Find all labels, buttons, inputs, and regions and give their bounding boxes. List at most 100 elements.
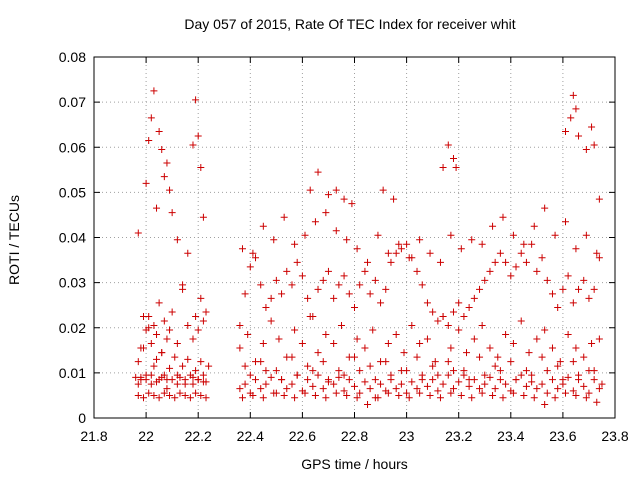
data-point xyxy=(364,258,372,266)
data-point xyxy=(408,321,416,329)
data-point xyxy=(252,376,260,384)
data-point xyxy=(405,394,413,402)
data-point xyxy=(525,349,533,357)
data-point xyxy=(340,272,348,280)
data-point xyxy=(543,389,551,397)
data-point xyxy=(530,394,538,402)
data-point xyxy=(416,340,424,348)
data-point xyxy=(181,380,189,388)
data-point xyxy=(160,173,168,181)
data-point xyxy=(371,276,379,284)
data-point xyxy=(377,380,385,388)
data-point xyxy=(332,227,340,235)
data-point xyxy=(481,371,489,379)
data-point xyxy=(270,389,278,397)
data-point xyxy=(522,367,530,375)
data-point xyxy=(134,358,142,366)
data-point xyxy=(426,391,434,399)
data-point xyxy=(533,267,541,275)
data-point xyxy=(332,389,340,397)
data-point xyxy=(288,281,296,289)
data-point xyxy=(439,164,447,172)
data-point xyxy=(582,146,590,154)
data-point xyxy=(153,204,161,212)
data-point xyxy=(489,391,497,399)
data-point xyxy=(173,236,181,244)
data-point xyxy=(155,299,163,307)
data-point xyxy=(337,321,345,329)
data-point xyxy=(551,394,559,402)
data-points xyxy=(132,87,606,408)
data-point xyxy=(548,376,556,384)
data-point xyxy=(236,321,244,329)
data-point xyxy=(179,362,187,370)
data-point xyxy=(189,373,197,381)
data-point xyxy=(236,344,244,352)
data-point xyxy=(134,380,142,388)
data-point xyxy=(486,267,494,275)
data-point xyxy=(590,285,598,293)
data-point xyxy=(439,380,447,388)
data-point xyxy=(262,380,270,388)
data-point xyxy=(434,387,442,395)
data-point xyxy=(194,376,202,384)
data-point xyxy=(392,331,400,339)
data-point xyxy=(595,254,603,262)
data-point xyxy=(387,371,395,379)
y-tick-label: 0.07 xyxy=(59,94,86,110)
data-point xyxy=(590,376,598,384)
data-point xyxy=(572,344,580,352)
data-point xyxy=(449,367,457,375)
data-point xyxy=(434,371,442,379)
data-point xyxy=(496,367,504,375)
data-point xyxy=(137,344,145,352)
data-point xyxy=(194,132,202,140)
data-point xyxy=(272,367,280,375)
data-point xyxy=(366,290,374,298)
data-point xyxy=(181,391,189,399)
data-point xyxy=(572,245,580,253)
data-point xyxy=(298,340,306,348)
data-point xyxy=(142,326,150,334)
data-point xyxy=(569,91,577,99)
data-point xyxy=(364,400,372,408)
data-point xyxy=(457,245,465,253)
data-point xyxy=(257,385,265,393)
data-point xyxy=(538,254,546,262)
data-point xyxy=(293,258,301,266)
data-point xyxy=(465,376,473,384)
data-point xyxy=(551,231,559,239)
data-point xyxy=(400,349,408,357)
data-point xyxy=(502,380,510,388)
data-point xyxy=(538,353,546,361)
data-point xyxy=(249,249,257,257)
chart-title: Day 057 of 2015, Rate Of TEC Index for r… xyxy=(184,16,516,32)
data-point xyxy=(189,335,197,343)
data-point xyxy=(405,254,413,262)
data-point xyxy=(246,263,254,271)
data-point xyxy=(186,394,194,402)
data-point xyxy=(562,127,570,135)
data-point xyxy=(543,276,551,284)
data-point xyxy=(150,362,158,370)
data-point xyxy=(142,376,150,384)
data-point xyxy=(374,394,382,402)
data-point xyxy=(244,331,252,339)
data-point xyxy=(150,87,158,95)
data-point xyxy=(567,114,575,122)
data-point xyxy=(340,371,348,379)
data-point xyxy=(390,195,398,203)
data-point xyxy=(304,362,312,370)
data-point xyxy=(476,385,484,393)
data-point xyxy=(517,317,525,325)
data-point xyxy=(353,335,361,343)
data-point xyxy=(283,385,291,393)
data-point xyxy=(192,367,200,375)
data-point xyxy=(306,186,314,194)
data-point xyxy=(166,326,174,334)
data-point xyxy=(431,358,439,366)
data-point xyxy=(554,362,562,370)
data-point xyxy=(134,391,142,399)
data-point xyxy=(343,236,351,244)
data-point xyxy=(361,378,369,386)
